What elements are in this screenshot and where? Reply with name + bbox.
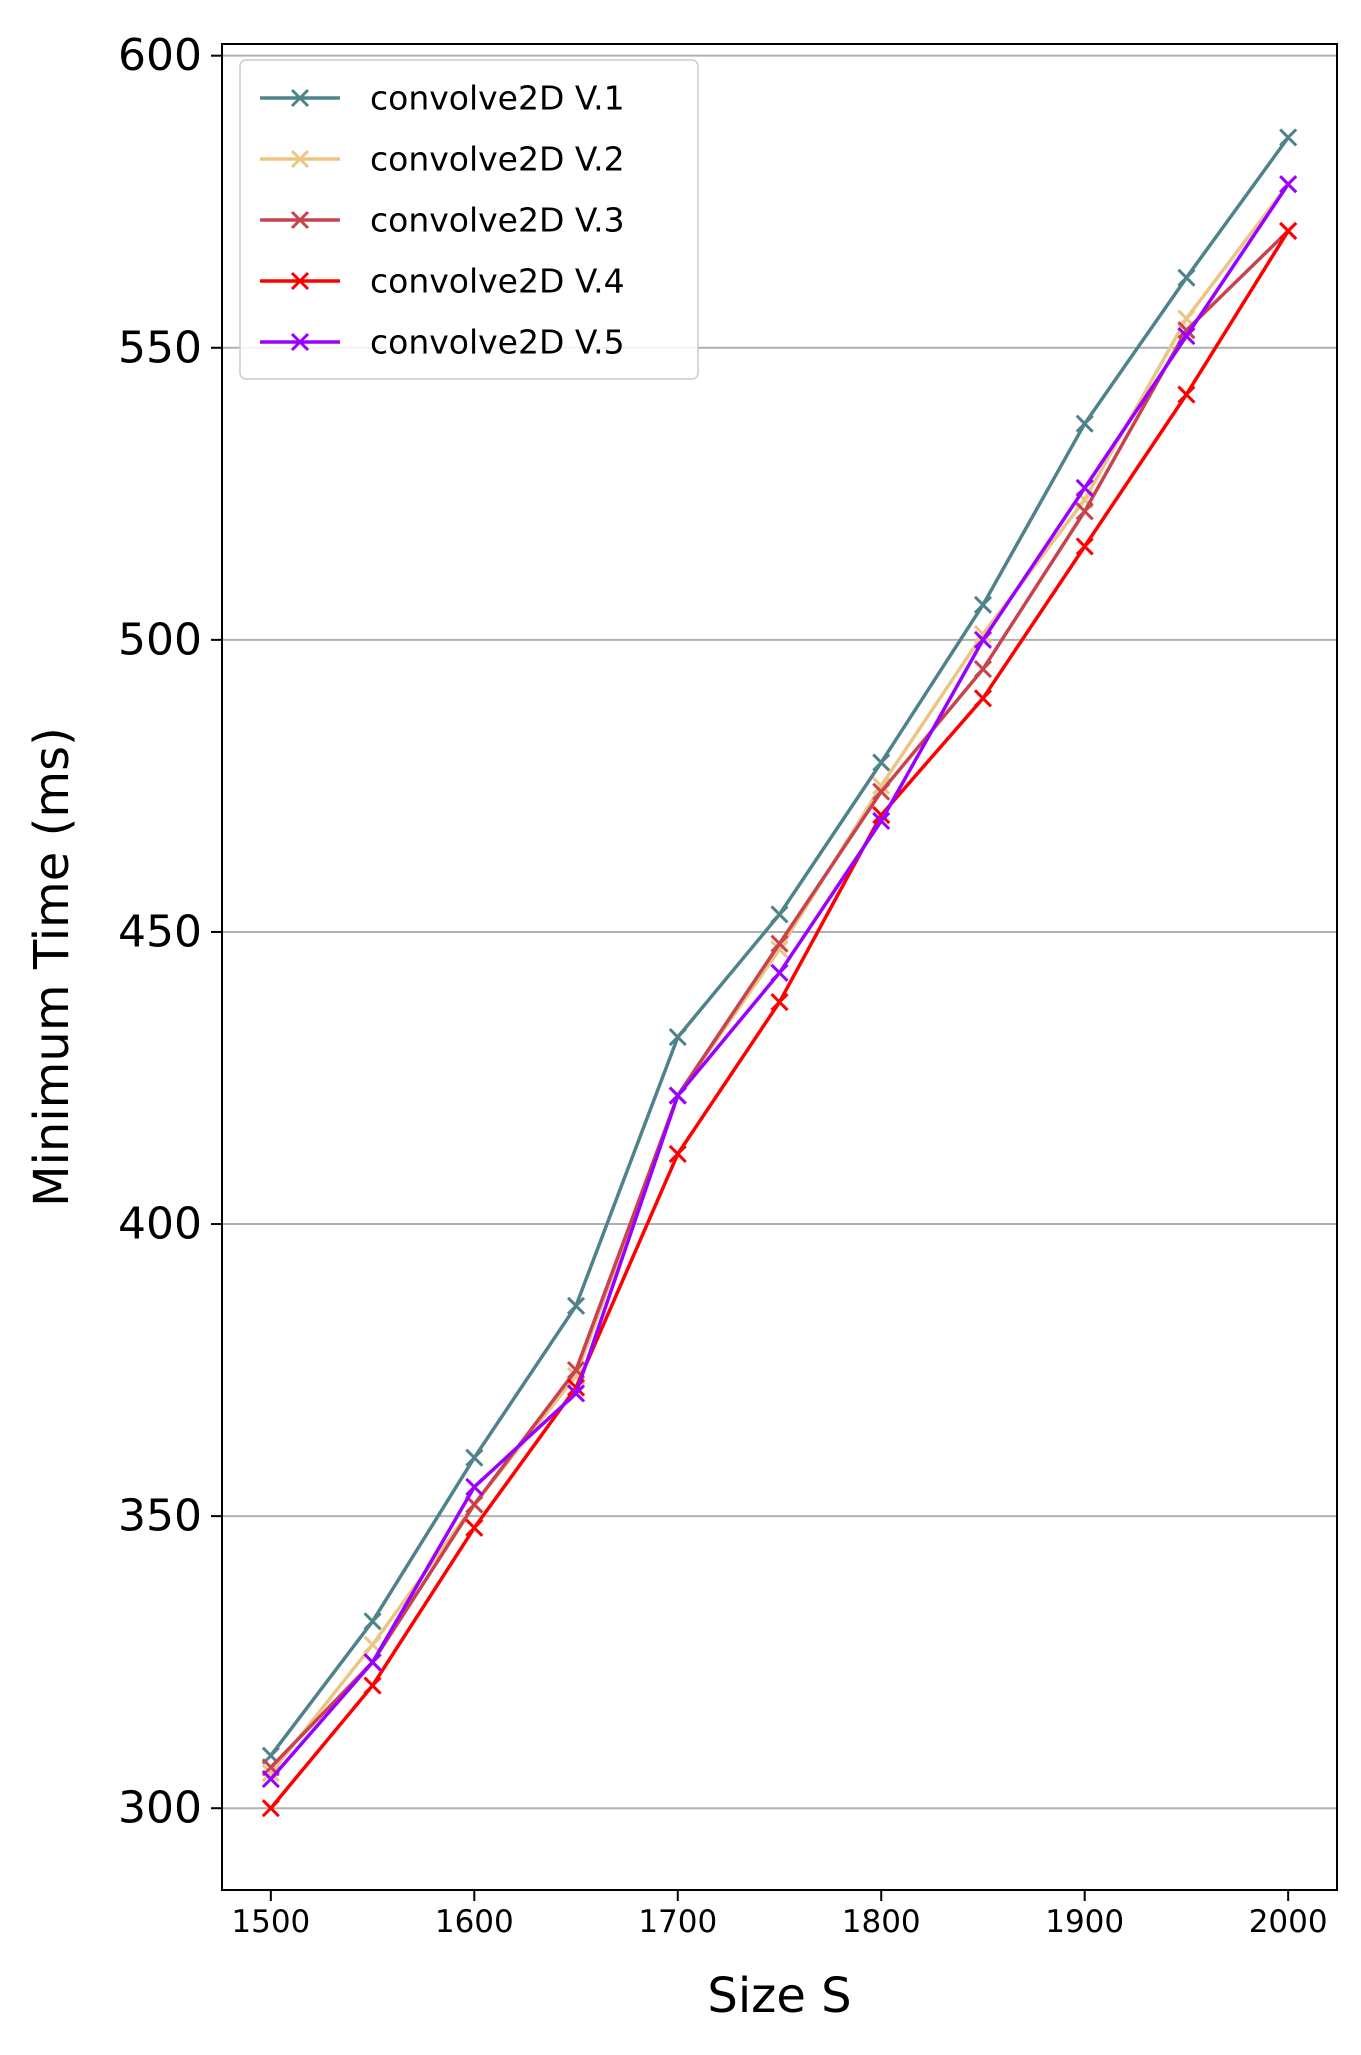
data-point [973,624,993,644]
data-point [261,1799,280,1818]
legend-marker [290,210,310,230]
series-2 [261,175,1298,1783]
x-tick-label: 1500 [231,1904,310,1940]
data-point [872,782,891,801]
data-point [973,595,993,614]
data-point [770,934,789,953]
data-point [363,1612,382,1631]
y-axis-label: Minimum Time (ms) [24,727,80,1207]
data-point [1075,537,1094,556]
data-point [1177,385,1196,404]
y-tick-label: 550 [118,322,202,373]
x-axis-label: Size S [707,1968,851,2024]
legend-box [239,59,699,380]
data-point [363,1676,382,1695]
x-tick-label: 1800 [842,1904,921,1940]
x-tick-label: 1900 [1045,1904,1124,1940]
data-point [872,753,891,772]
data-point [872,811,891,831]
data-point [770,963,789,982]
series-4 [261,221,1298,1818]
legend-label: convolve2D V.1 [370,79,625,118]
data-point [261,1769,280,1789]
legend-item: convolve2D V.4 [260,262,625,301]
data-point [566,1384,586,1403]
series-5 [261,175,1298,1789]
x-tick-label: 1700 [638,1904,717,1940]
legend-marker [290,271,310,291]
data-point [973,689,993,708]
legend-item: convolve2D V.1 [260,79,625,118]
data-point [1279,221,1298,240]
legend-item: convolve2D V.5 [260,323,625,362]
y-tick-label: 500 [118,614,202,665]
data-point [973,630,993,649]
legend: convolve2D V.1 convolve2D V.2 convolve2D V… [239,59,699,380]
data-point [1177,327,1196,346]
data-point [465,1448,484,1467]
data-point [770,940,789,959]
legend-label: convolve2D V.3 [370,201,625,240]
legend-marker [290,332,310,352]
data-point [1177,268,1196,287]
data-point [668,1086,687,1105]
data-point [973,660,993,679]
data-point [770,992,789,1012]
data-point [770,905,789,924]
series-group [261,128,1298,1818]
x-tick-label: 1600 [435,1904,514,1940]
data-point [872,776,891,795]
y-tick-label: 350 [118,1491,202,1542]
y-tick-label: 450 [118,906,202,957]
y-tick-label: 600 [118,30,202,81]
data-point [668,1144,687,1164]
legend-marker [290,88,310,108]
legend-label: convolve2D V.2 [370,140,625,179]
x-axis: 1500 1600 1700 1800 1900 2000 [231,1890,1328,1940]
legend-item: convolve2D V.2 [260,140,625,179]
data-point [1279,175,1298,194]
data-point [465,1477,484,1496]
legend-label: convolve2D V.5 [370,323,625,362]
data-point [668,1028,687,1047]
y-tick-label: 300 [118,1783,202,1834]
data-point [1075,414,1094,433]
series-1 [261,128,1298,1765]
legend-label: convolve2D V.4 [370,262,625,301]
data-point [1177,321,1196,340]
y-tick-label: 400 [118,1199,202,1250]
legend-item: convolve2D V.3 [260,201,625,240]
data-point [465,1518,484,1537]
legend-marker [290,149,310,169]
x-tick-label: 2000 [1249,1904,1328,1940]
y-axis: 300 350 400 450 500 550 600 [118,30,222,1834]
plot-frame [221,43,1338,1891]
data-point [261,1764,280,1783]
data-point [1075,502,1094,521]
data-point [363,1653,382,1672]
data-point [1075,478,1094,498]
data-point [1279,128,1298,147]
data-point [566,1296,586,1315]
